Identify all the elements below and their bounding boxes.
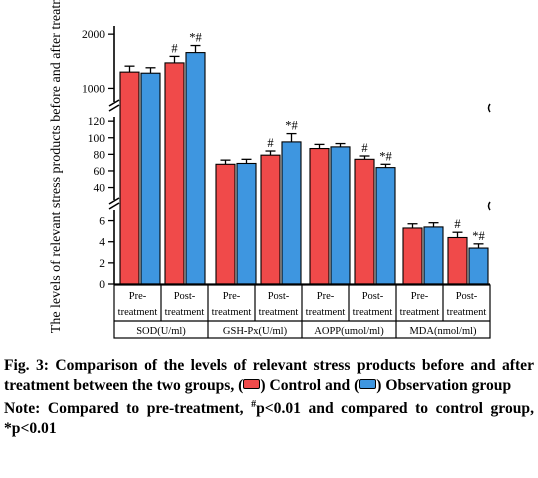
timepoint-label: Pre- <box>317 291 335 302</box>
fig-label: Fig. 3: <box>4 357 49 374</box>
note-hash: # <box>251 399 257 410</box>
significance-label: # <box>267 136 274 150</box>
timepoint-label: treatment <box>306 307 346 318</box>
bar-observation <box>185 52 206 285</box>
bar-observation <box>468 247 489 285</box>
timepoint-label: treatment <box>212 307 252 318</box>
bar-control <box>447 236 468 285</box>
significance-label: *# <box>379 149 392 163</box>
significance-label: # <box>454 217 461 231</box>
axis-break-mark <box>108 99 120 107</box>
significance-label: *# <box>285 119 298 133</box>
caption-title-text: Comparison of the levels of relevant str… <box>4 357 534 394</box>
timepoint-label: treatment <box>259 307 299 318</box>
timepoint-label: Pre- <box>223 291 241 302</box>
axis-break-mark <box>108 104 120 112</box>
timepoint-label: treatment <box>165 307 205 318</box>
caption-note: Note: Compared to pre-treatment, #p<0.01… <box>4 395 534 438</box>
group-label: MDA(nmol/ml) <box>409 326 477 337</box>
figure-caption: Fig. 3: Comparison of the levels of rele… <box>4 356 534 438</box>
note-start: Note: Compared to pre-treatment, <box>4 400 252 417</box>
timepoint-label: Post- <box>174 291 196 302</box>
bar-control <box>309 147 330 285</box>
timepoint-label: Post- <box>268 291 290 302</box>
timepoint-label: treatment <box>353 307 393 318</box>
axis-break-mark <box>108 197 120 205</box>
bar-observation <box>330 146 351 285</box>
timepoint-label: treatment <box>400 307 440 318</box>
bars: # *# # *# # *# # *# <box>114 31 490 285</box>
observation-swatch-icon <box>359 378 377 389</box>
bar-observation <box>281 141 302 285</box>
group-label: SOD(U/ml) <box>136 326 186 337</box>
control-swatch-icon <box>243 378 261 389</box>
significance-label: *# <box>472 229 485 243</box>
y-tick-label: 80 <box>94 149 106 161</box>
group-label: AOPP(umol/ml) <box>314 326 384 337</box>
bar-control <box>402 227 423 285</box>
bar-control <box>260 154 281 285</box>
y-tick-label: 4 <box>99 237 105 249</box>
y-tick-label: 0 <box>99 279 105 291</box>
bar-observation <box>423 226 444 285</box>
bar-observation <box>375 167 396 285</box>
significance-label: # <box>361 141 368 155</box>
axis-break-mark <box>108 202 120 210</box>
timepoint-label: treatment <box>447 307 487 318</box>
significance-label: # <box>171 41 178 55</box>
y-axis-label-text: The levels of relevant stress products b… <box>49 0 64 333</box>
axis-break-mark <box>487 201 491 211</box>
timepoint-label: Pre- <box>411 291 429 302</box>
control-legend-label: ) Control and ( <box>260 376 360 394</box>
timepoint-label: Post- <box>456 291 478 302</box>
significance-label: *# <box>189 31 202 45</box>
axis-break-mark <box>487 103 491 113</box>
chart: The levels of relevant stress products b… <box>49 0 491 339</box>
y-tick-label: 60 <box>94 166 106 178</box>
bar-control <box>119 71 140 285</box>
y-tick-label: 40 <box>94 183 106 195</box>
bar-control <box>354 158 375 285</box>
bar-control <box>215 163 236 285</box>
y-axis-label: The levels of relevant stress products b… <box>49 0 64 333</box>
bar-observation <box>140 72 161 285</box>
bar-observation <box>236 162 257 285</box>
group-label: GSH-Px(U/ml) <box>223 326 288 337</box>
timepoint-label: Post- <box>362 291 384 302</box>
timepoint-label: treatment <box>118 307 158 318</box>
y-tick-label: 6 <box>99 216 105 228</box>
category-table: SOD(U/ml) Pre-treatment Post-treatment GSH-… <box>113 284 491 339</box>
timepoint-label: Pre- <box>129 291 147 302</box>
y-tick-label: 2000 <box>82 29 105 41</box>
y-tick-label: 2 <box>99 258 105 270</box>
observation-legend-label: ) Observation group <box>376 376 512 394</box>
bar-control <box>164 62 185 285</box>
caption-title: Fig. 3: Comparison of the levels of rele… <box>4 356 534 395</box>
y-axis: 0 2 4 6 40 60 80 100 120 1000 2000 <box>82 26 491 291</box>
y-tick-label: 100 <box>88 133 106 145</box>
note-rest: p<0.01 and compared to control group, *p… <box>4 400 534 437</box>
y-tick-label: 1000 <box>82 83 105 95</box>
y-tick-label: 120 <box>88 116 106 128</box>
